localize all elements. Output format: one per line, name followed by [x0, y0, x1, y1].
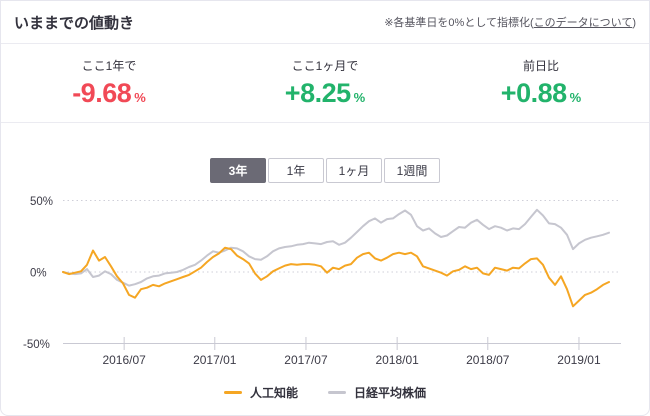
stat-one-year-value: -9.68%: [1, 77, 217, 109]
series-line-ai: [62, 246, 610, 308]
ai-series-swatch: [223, 390, 242, 394]
x-tick-label: 2017/07: [284, 353, 328, 367]
tab-1-year[interactable]: 1年: [268, 158, 324, 183]
y-tick-label: -50%: [23, 339, 50, 351]
card-header: いままでの値動き ※各基準日を0%として指標化(このデータについて): [1, 1, 649, 44]
range-tab-group: 3年 1年 1ヶ月 1週間: [1, 158, 649, 183]
legend-item-ai: 人工知能: [223, 384, 298, 401]
stat-one-month-value: +8.25%: [217, 77, 433, 109]
chart-legend: 人工知能 日経平均株価: [1, 382, 649, 402]
about-data-link[interactable]: このデータについて: [533, 17, 633, 29]
index-note: ※各基準日を0%として指標化(このデータについて): [384, 14, 636, 30]
index-note-suffix: ): [632, 17, 636, 29]
nikkei-series-swatch: [328, 390, 346, 394]
x-tick-label: 2017/01: [193, 353, 237, 367]
nikkei-series-label: 日経平均株価: [354, 385, 427, 400]
stat-one-month: ここ1ヶ月で +8.25%: [217, 44, 433, 122]
x-tick-label: 2018/07: [466, 353, 510, 367]
stat-day-change: 前日比 +0.88%: [433, 44, 649, 122]
x-tick-label: 2016/07: [102, 353, 146, 367]
stat-one-month-unit: %: [353, 90, 366, 105]
stat-one-month-number: +8.25: [284, 78, 351, 108]
stat-day-change-number: +0.88: [500, 78, 567, 108]
stat-day-change-unit: %: [569, 90, 582, 105]
stat-one-year-unit: %: [134, 90, 146, 105]
tab-3-years[interactable]: 3年: [210, 158, 266, 183]
y-tick-label: 50%: [30, 196, 53, 208]
tab-1-week[interactable]: 1週間: [384, 158, 440, 183]
page-title: いままでの値動き: [14, 14, 135, 32]
x-tick-label: 2018/01: [375, 353, 419, 367]
y-tick-label: 0%: [30, 268, 47, 280]
stat-day-change-value: +0.88%: [433, 77, 649, 109]
stat-one-month-label: ここ1ヶ月で: [291, 59, 359, 73]
tab-1-month[interactable]: 1ヶ月: [326, 158, 382, 183]
index-note-text: ※各基準日を0%として指標化(: [384, 17, 534, 29]
x-tick-label: 2019/01: [557, 353, 601, 367]
stat-one-year: ここ1年で -9.68%: [1, 44, 217, 122]
series-line-nikkei: [62, 208, 610, 287]
stat-day-change-label: 前日比: [522, 59, 559, 73]
stat-one-year-label: ここ1年で: [81, 59, 137, 73]
legend-item-nikkei: 日経平均株価: [328, 384, 426, 401]
chart-area: 50% 0% -50% 2016/07 2017/01 2017/07 2018/01 201…: [1, 186, 649, 372]
price-history-chart: 50% 0% -50% 2016/07 2017/01 2017/07 2018/01 201…: [23, 196, 621, 367]
stat-one-year-number: -9.68: [72, 78, 132, 108]
ai-series-label: 人工知能: [249, 385, 298, 400]
stats-row: ここ1年で -9.68% ここ1ヶ月で +8.25% 前日比 +0.88%: [1, 44, 649, 123]
